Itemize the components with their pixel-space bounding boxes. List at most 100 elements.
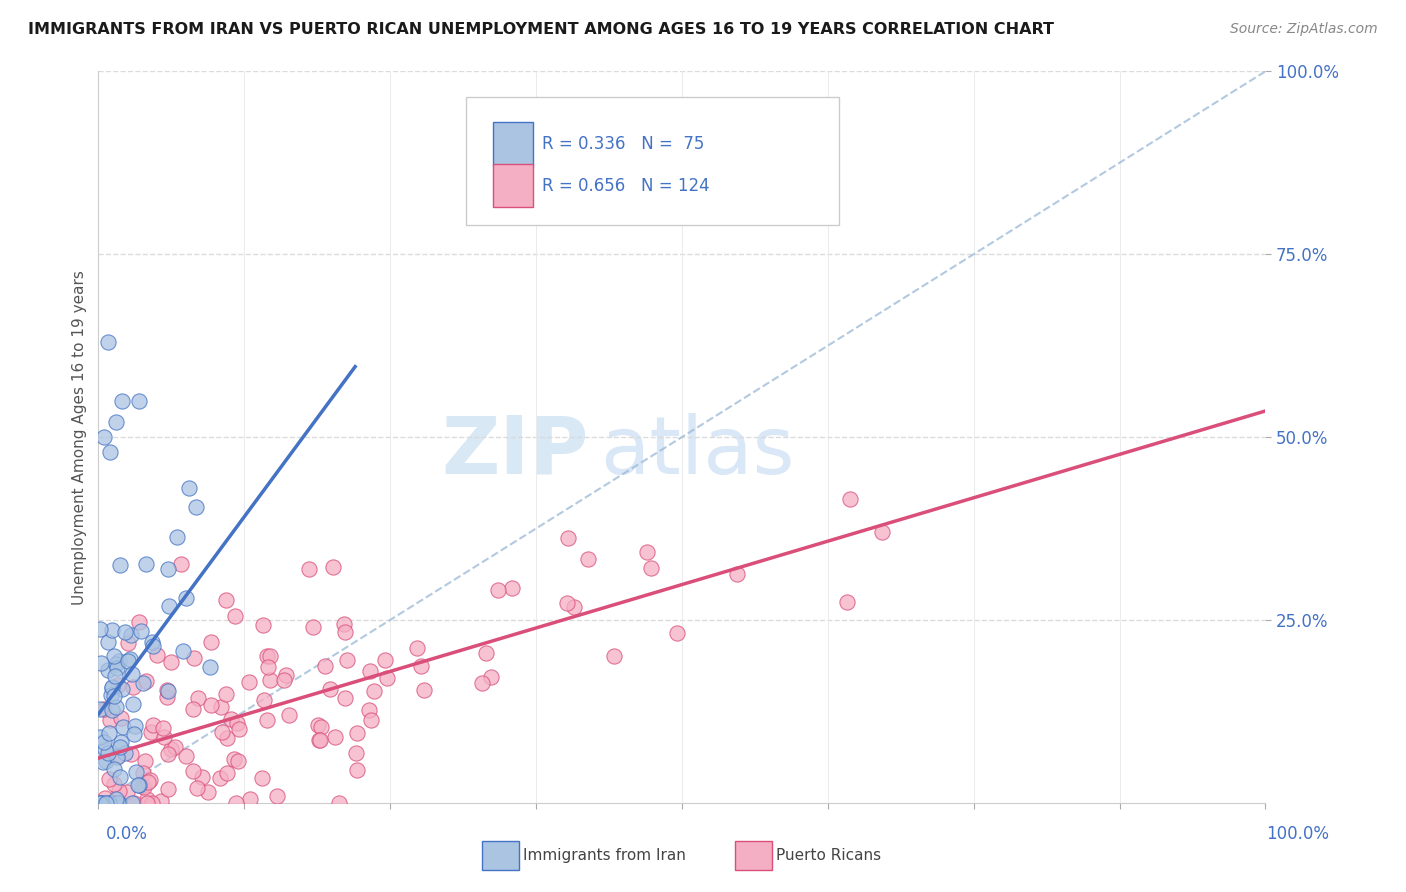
Point — [276, 668, 298, 682]
Point — [501, 582, 523, 596]
Point — [107, 677, 129, 691]
Point — [89, 796, 111, 810]
Point — [250, 771, 273, 785]
Text: Puerto Ricans: Puerto Ricans — [776, 848, 882, 863]
FancyBboxPatch shape — [494, 122, 533, 166]
Point — [344, 746, 367, 760]
Point — [128, 393, 150, 408]
Point — [107, 796, 129, 810]
Point — [226, 715, 249, 730]
Point — [97, 334, 120, 349]
Point — [181, 701, 204, 715]
Point — [111, 393, 134, 408]
Point — [253, 692, 276, 706]
Point — [157, 562, 180, 576]
Point — [307, 717, 329, 731]
Point — [209, 700, 232, 714]
Point — [100, 688, 122, 702]
Point — [112, 720, 135, 734]
Point — [91, 755, 114, 769]
Point — [209, 771, 232, 785]
Point — [131, 676, 153, 690]
Point — [139, 724, 162, 739]
Point — [128, 615, 150, 630]
Point — [121, 667, 143, 681]
Point — [89, 702, 111, 716]
Point — [870, 524, 893, 539]
Point — [346, 764, 368, 778]
Point — [104, 669, 127, 683]
Point — [97, 635, 120, 649]
Point — [103, 762, 125, 776]
Point — [174, 749, 197, 764]
Point — [412, 682, 434, 697]
Point — [165, 740, 187, 755]
Point — [132, 766, 155, 780]
Point — [211, 725, 233, 739]
Point — [124, 727, 146, 741]
Point — [107, 654, 129, 668]
Point — [103, 777, 125, 791]
Point — [256, 660, 278, 674]
Point — [120, 628, 142, 642]
Point — [142, 639, 165, 653]
Point — [302, 620, 325, 634]
Point — [266, 789, 288, 803]
Point — [121, 796, 143, 810]
Point — [156, 682, 179, 697]
Point — [142, 717, 165, 731]
Point — [105, 699, 128, 714]
Point — [471, 675, 494, 690]
Point — [129, 624, 152, 638]
Point — [181, 764, 204, 779]
Point — [90, 796, 112, 810]
Point — [200, 635, 222, 649]
Point — [141, 635, 163, 649]
Point — [555, 596, 578, 610]
Point — [374, 653, 396, 667]
Point — [335, 653, 357, 667]
Point — [179, 481, 201, 495]
Point — [308, 732, 330, 747]
Point — [141, 796, 163, 810]
Point — [100, 624, 122, 638]
Point — [557, 531, 579, 545]
Point — [224, 608, 246, 623]
Point — [328, 796, 350, 810]
Point — [228, 723, 250, 737]
Point — [101, 703, 124, 717]
Point — [104, 416, 127, 430]
Point — [94, 742, 117, 756]
Point — [186, 500, 208, 515]
Point — [108, 558, 131, 572]
Text: ZIP: ZIP — [441, 413, 589, 491]
Point — [153, 730, 176, 744]
Point — [252, 617, 274, 632]
Point — [186, 780, 208, 795]
Point — [97, 746, 120, 760]
Point — [98, 713, 121, 727]
Point — [273, 673, 295, 687]
Point — [405, 640, 427, 655]
Point — [146, 648, 169, 663]
Point — [122, 796, 145, 810]
Point — [117, 654, 139, 668]
Point — [602, 649, 624, 664]
Point — [335, 625, 357, 640]
Point — [640, 560, 662, 574]
Point — [98, 772, 121, 786]
Point — [183, 650, 205, 665]
Point — [104, 796, 127, 810]
Point — [576, 552, 599, 566]
Point — [174, 591, 197, 605]
Point — [139, 773, 162, 788]
Point — [259, 673, 281, 688]
Point — [98, 726, 121, 740]
Point — [198, 660, 221, 674]
Point — [357, 703, 380, 717]
Point — [98, 444, 121, 458]
Text: atlas: atlas — [600, 413, 794, 491]
Point — [93, 701, 115, 715]
Point — [221, 712, 243, 726]
Point — [101, 680, 124, 694]
